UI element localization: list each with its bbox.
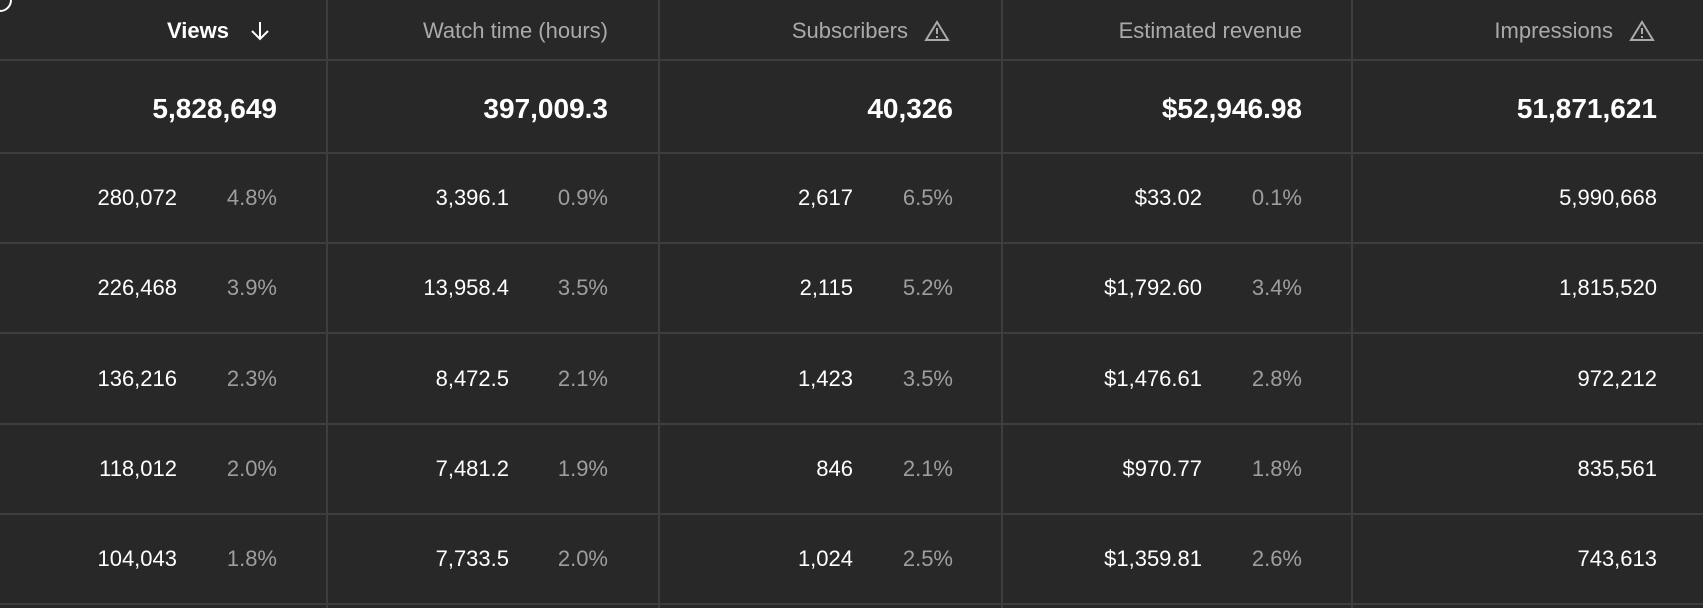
cell-share: 3.9% — [226, 275, 277, 300]
cell-value: 226,468 — [97, 275, 177, 300]
cell-value: 1,815,520 — [1559, 275, 1657, 300]
column-total: 5,828,649 — [152, 93, 277, 124]
cell-share: 2.0% — [226, 456, 277, 481]
cell-value: 104,043 — [97, 546, 177, 571]
column-header[interactable]: Views — [167, 18, 229, 43]
cell-value: 743,613 — [1577, 546, 1657, 571]
cell-share: 2.6% — [1251, 546, 1302, 571]
column-total: 51,871,621 — [1516, 93, 1657, 124]
cell-share: 3.5% — [902, 365, 953, 391]
row-divider — [0, 332, 1703, 334]
row-divider — [0, 152, 1703, 154]
sort-arrow[interactable] — [249, 19, 271, 43]
cell-value: $33.02 — [1134, 185, 1202, 210]
column-divider — [1351, 0, 1353, 608]
cell-share: 2.1% — [902, 456, 953, 481]
cell-value: 2,617 — [797, 185, 853, 210]
cell-share: 2.0% — [557, 546, 608, 571]
cell-share: 1.9% — [557, 456, 608, 481]
cell-share: 2.5% — [902, 546, 953, 571]
cell-value: 1,024 — [797, 546, 853, 571]
cell-share: 0.9% — [557, 185, 608, 210]
cell-share: 1.8% — [1251, 456, 1302, 481]
cell-value: 280,072 — [97, 185, 177, 210]
row-divider — [0, 242, 1703, 244]
warning-icon[interactable] — [1629, 20, 1655, 42]
partial-icon — [0, 0, 12, 12]
cell-value: $970.77 — [1122, 456, 1202, 481]
cell-share: 4.8% — [226, 185, 277, 210]
cell-value: 8,472.5 — [435, 365, 509, 391]
cell-value: $1,792.60 — [1104, 275, 1202, 300]
cell-value: $1,359.81 — [1104, 546, 1202, 571]
cell-share: 2.1% — [557, 365, 608, 391]
column-header[interactable]: Estimated revenue — [1118, 18, 1302, 43]
row-divider — [0, 423, 1703, 425]
cell-share: 2.3% — [226, 365, 277, 391]
cell-share: 3.5% — [557, 275, 608, 300]
cell-share: 3.4% — [1251, 275, 1302, 300]
cell-share: 0.1% — [1251, 185, 1302, 210]
column-divider — [1001, 0, 1003, 608]
cell-value: 2,115 — [799, 275, 853, 300]
cell-value: 7,733.5 — [435, 546, 509, 571]
column-header[interactable]: Subscribers — [791, 18, 908, 43]
cell-value: 136,216 — [97, 365, 177, 391]
column-header[interactable]: Impressions — [1494, 18, 1613, 43]
cell-share: 6.5% — [902, 185, 953, 210]
cell-value: 835,561 — [1577, 456, 1657, 481]
cell-share: 5.2% — [902, 275, 953, 300]
cell-value: 5,990,668 — [1559, 185, 1657, 210]
cell-value: 846 — [816, 456, 853, 481]
cell-share: 1.8% — [226, 546, 277, 571]
row-divider — [0, 513, 1703, 515]
column-total: $52,946.98 — [1161, 93, 1302, 124]
cell-value: 13,958.4 — [423, 275, 509, 300]
cell-value: 972,212 — [1577, 365, 1657, 391]
row-divider — [0, 59, 1703, 61]
cell-value: 1,423 — [797, 365, 853, 391]
cell-value: 7,481.2 — [435, 456, 509, 481]
cell-value: 3,396.1 — [435, 185, 509, 210]
cell-value: $1,476.61 — [1104, 365, 1202, 391]
warning-icon[interactable] — [924, 20, 950, 42]
cell-value: 118,012 — [99, 456, 177, 481]
column-divider — [658, 0, 660, 608]
cell-share: 2.8% — [1251, 365, 1302, 391]
row-divider — [0, 603, 1703, 605]
column-divider — [326, 0, 328, 608]
column-total: 397,009.3 — [483, 93, 608, 124]
column-total: 40,326 — [867, 93, 953, 124]
column-header[interactable]: Watch time (hours) — [422, 18, 608, 43]
